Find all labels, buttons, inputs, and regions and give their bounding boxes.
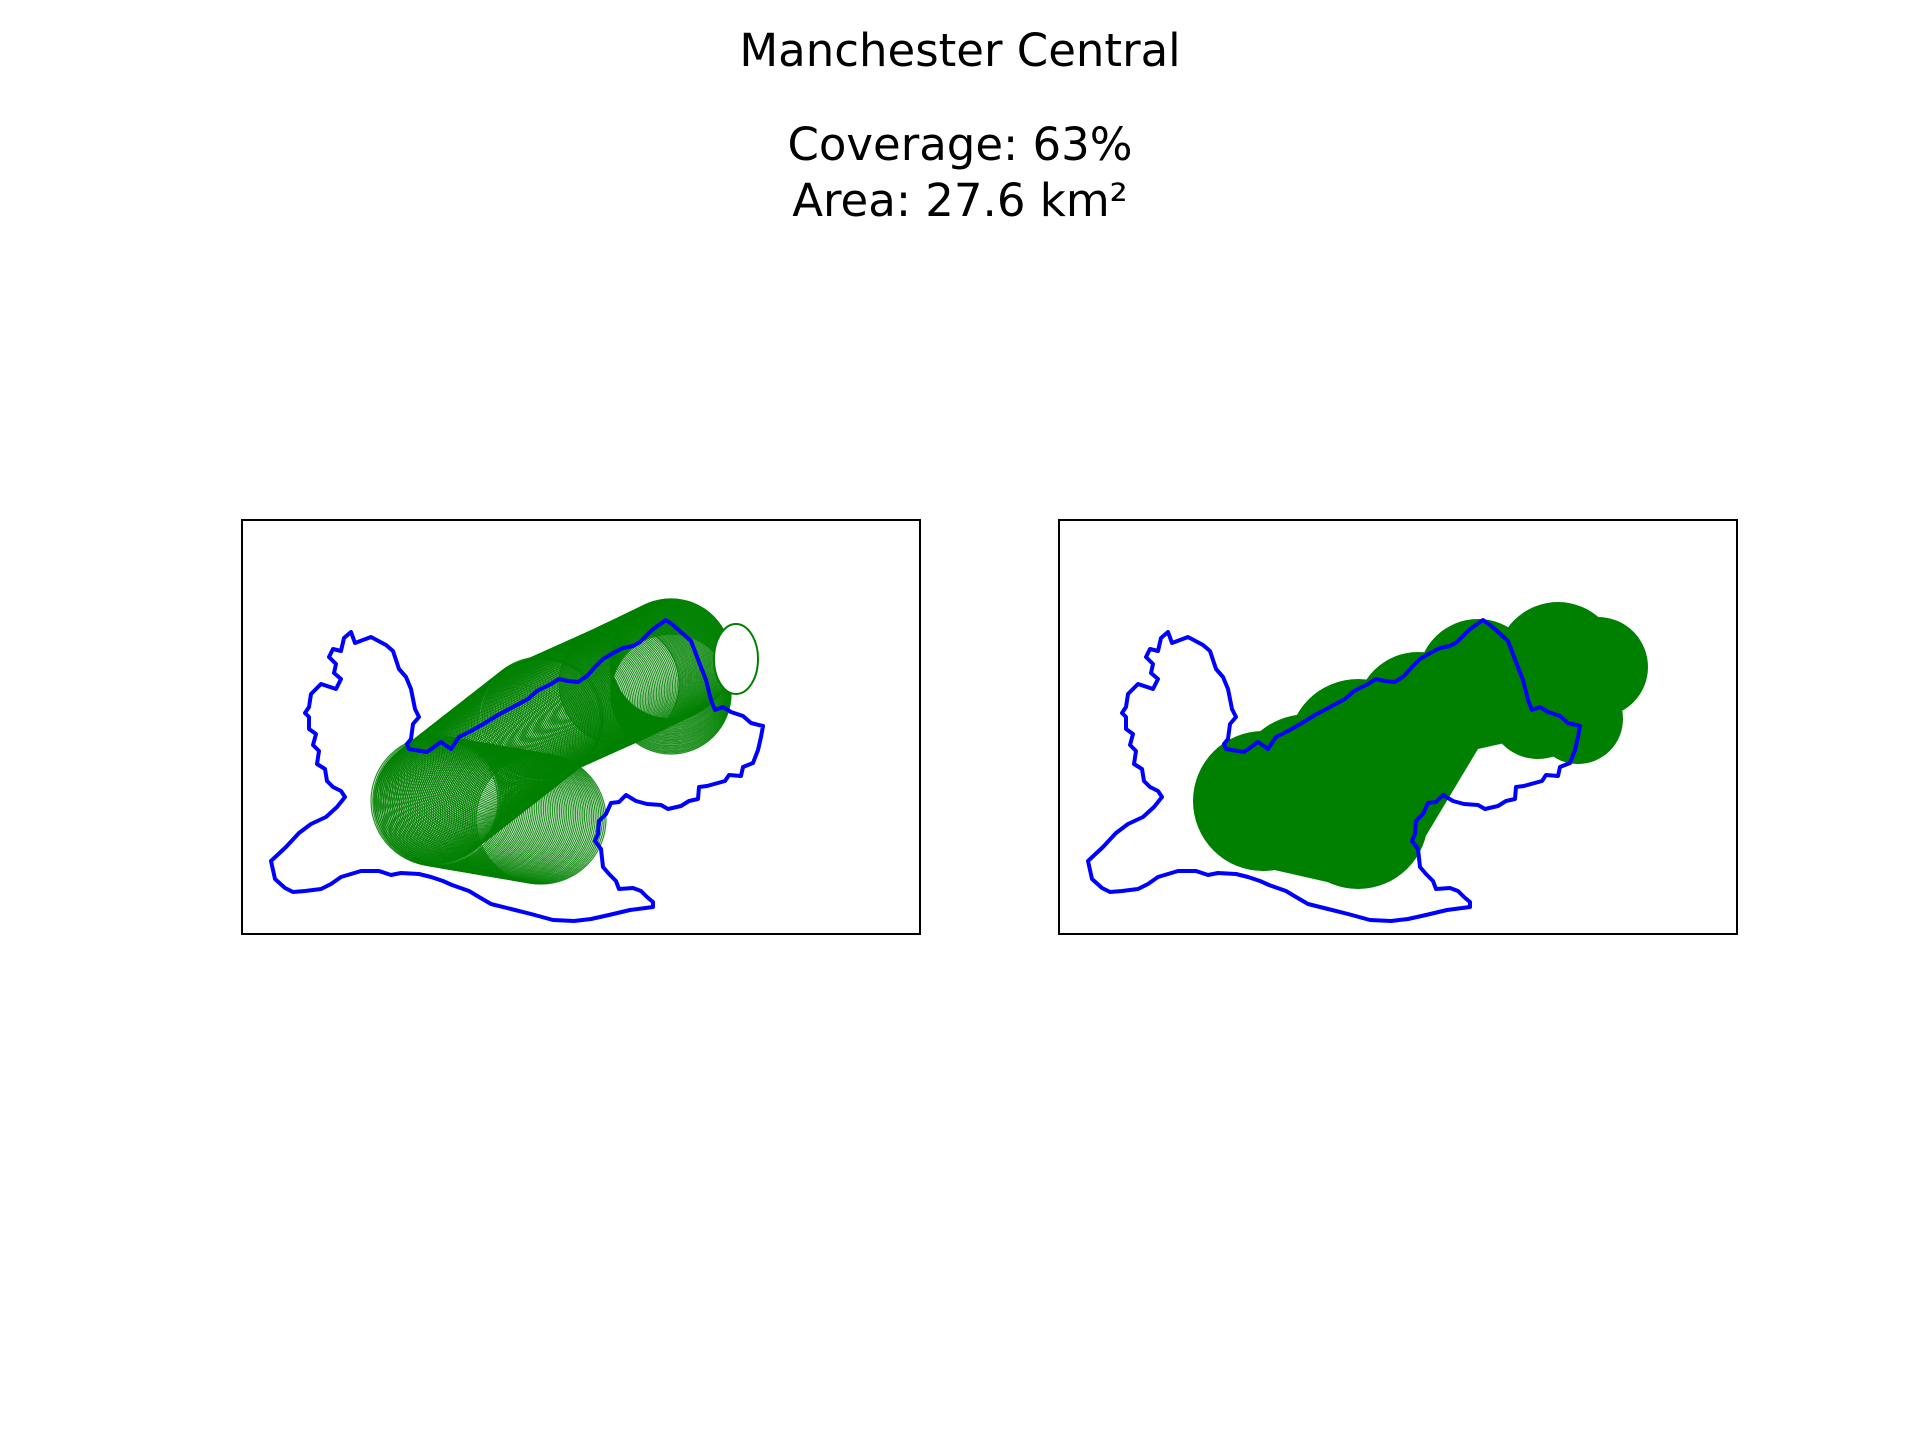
constituency-boundary-right <box>1085 617 1582 923</box>
map-panel-left <box>241 519 921 935</box>
figure-title: Manchester Central <box>739 24 1181 77</box>
coverage-label: Coverage: 63% <box>787 118 1133 171</box>
constituency-boundary-left <box>268 617 765 923</box>
map-panel-right <box>1058 519 1738 935</box>
coverage-circles-left <box>369 597 759 885</box>
area-label: Area: 27.6 km² <box>792 174 1128 227</box>
coverage-fill-body <box>1207 628 1618 889</box>
map-right-svg <box>1085 601 1648 923</box>
coverage-gap <box>712 622 759 695</box>
map-left-svg <box>268 597 765 923</box>
